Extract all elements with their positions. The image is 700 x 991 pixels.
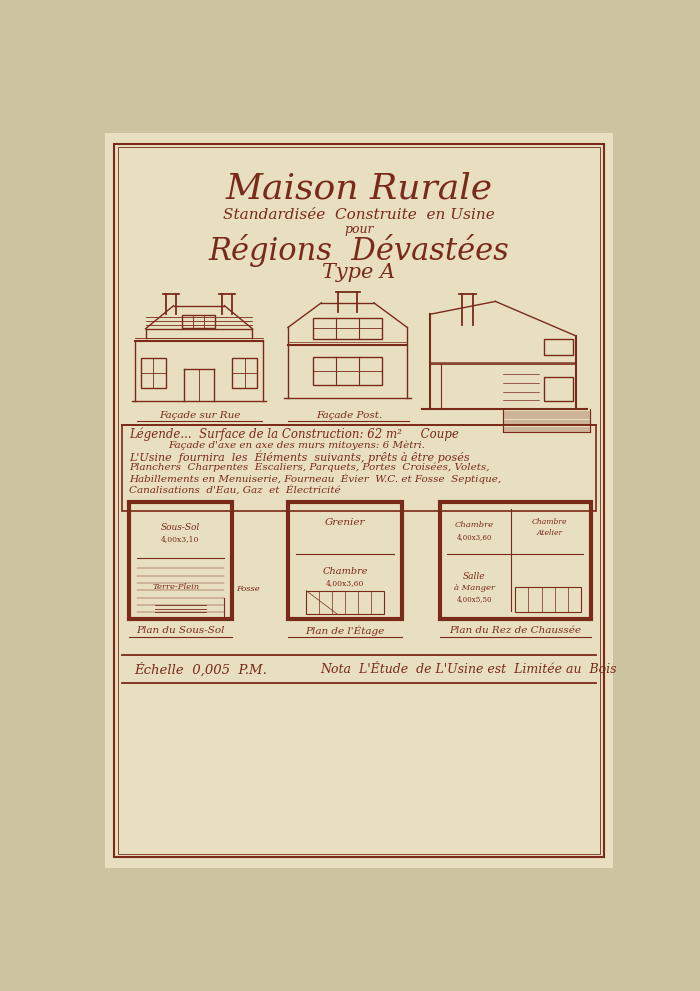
Text: Façade Post.: Façade Post. xyxy=(316,411,382,420)
Bar xyxy=(313,317,382,339)
Bar xyxy=(232,358,258,387)
Text: pour: pour xyxy=(344,223,374,236)
Text: L'Usine  fournira  les  Éléments  suivants, prêts à être posés: L'Usine fournira les Éléments suivants, … xyxy=(130,451,470,463)
Text: Chambre: Chambre xyxy=(532,517,568,525)
Text: 4,00x3,60: 4,00x3,60 xyxy=(326,580,364,588)
Text: 4,00x3,60: 4,00x3,60 xyxy=(456,533,492,541)
Text: Planchers  Charpentes  Escaliers, Parquets, Portes  Croisées, Volets,: Planchers Charpentes Escaliers, Parquets… xyxy=(130,463,490,473)
Text: Type A: Type A xyxy=(322,264,395,282)
Bar xyxy=(544,339,573,356)
Text: Plan de l'Étage: Plan de l'Étage xyxy=(305,625,384,636)
Text: Atelier: Atelier xyxy=(537,529,563,537)
Text: Canalisations  d'Eau, Gaz  et  Électricité: Canalisations d'Eau, Gaz et Électricité xyxy=(130,485,341,495)
Text: Fosse: Fosse xyxy=(237,586,260,594)
Text: Chambre: Chambre xyxy=(322,567,368,577)
Text: Chambre: Chambre xyxy=(455,521,494,529)
Text: Façade d'axe en axe des murs mitoyens: 6 Mètri.: Façade d'axe en axe des murs mitoyens: 6… xyxy=(168,441,425,450)
Text: Salle: Salle xyxy=(463,572,486,581)
Bar xyxy=(118,148,600,853)
Bar xyxy=(440,501,591,618)
Text: Plan du Sous-Sol: Plan du Sous-Sol xyxy=(136,626,225,635)
Text: Habillements en Menuiserie, Fourneau  Évier  W.C. et Fosse  Septique,: Habillements en Menuiserie, Fourneau Évi… xyxy=(130,474,501,484)
Text: Légende...  Surface de la Construction: 62 m²     Coupe: Légende... Surface de la Construction: 6… xyxy=(130,428,459,441)
Text: Plan du Rez de Chaussée: Plan du Rez de Chaussée xyxy=(449,626,581,635)
Text: Régions  Dévastées: Régions Dévastées xyxy=(209,234,509,268)
Text: Échelle  0,005  P.M.: Échelle 0,005 P.M. xyxy=(134,662,267,677)
Text: à Manger: à Manger xyxy=(454,585,495,593)
Bar xyxy=(515,587,582,612)
Text: Façade sur Rue: Façade sur Rue xyxy=(159,411,240,420)
Bar xyxy=(130,501,232,618)
Text: Nota  L'Étude  de L'Usine est  Limitée au  Bois: Nota L'Étude de L'Usine est Limitée au B… xyxy=(321,663,617,676)
Bar xyxy=(288,501,402,618)
Text: 4,00x3,10: 4,00x3,10 xyxy=(161,535,199,543)
Text: Terre-Plein: Terre-Plein xyxy=(153,583,200,591)
Text: Standardisée  Construite  en Usine: Standardisée Construite en Usine xyxy=(223,208,495,222)
Text: Sous-Sol: Sous-Sol xyxy=(161,523,200,532)
Text: 4,00x5,50: 4,00x5,50 xyxy=(456,595,492,603)
Bar xyxy=(122,425,596,510)
Bar xyxy=(544,377,573,400)
Text: Maison Rurale: Maison Rurale xyxy=(225,172,492,206)
Bar xyxy=(183,315,216,328)
Bar xyxy=(141,358,166,387)
Bar xyxy=(313,357,382,385)
Text: Grenier: Grenier xyxy=(325,518,365,527)
Bar xyxy=(306,591,384,614)
